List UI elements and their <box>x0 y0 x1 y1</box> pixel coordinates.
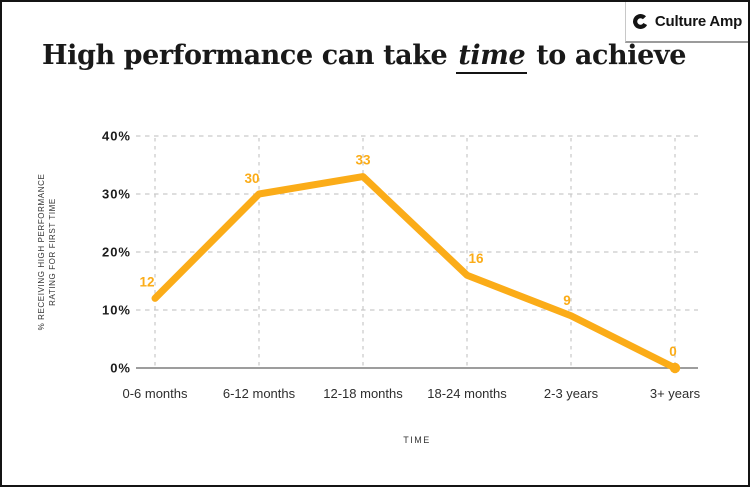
title-text-after: to achieve <box>527 40 686 71</box>
x-axis-title: TIME <box>403 435 431 445</box>
data-point-label: 16 <box>468 251 484 266</box>
y-tick-label: 30% <box>102 187 131 202</box>
title-emphasis-word: time <box>456 40 528 74</box>
data-point-label: 30 <box>244 171 259 186</box>
y-tick-label: 40% <box>102 129 131 144</box>
x-tick-label: 0-6 months <box>122 386 188 401</box>
x-tick-label: 3+ years <box>650 386 701 401</box>
data-point-label: 0 <box>669 344 677 359</box>
x-tick-label: 18-24 months <box>427 386 507 401</box>
x-tick-label: 2-3 years <box>544 386 599 401</box>
data-point-label: 33 <box>355 153 371 168</box>
end-point-dot <box>669 362 681 374</box>
culture-amp-logo: Culture Amp <box>625 2 748 43</box>
series-line <box>151 173 679 372</box>
page-title: High performance can take time to achiev… <box>42 40 686 74</box>
logo-label: Culture Amp <box>654 13 743 30</box>
y-tick-label: 10% <box>102 303 131 318</box>
x-tick-label: 6-12 months <box>223 386 296 401</box>
culture-amp-c-icon <box>632 13 649 30</box>
y-tick-label: 20% <box>102 245 131 260</box>
data-point-label: 12 <box>139 274 154 289</box>
title-text-before: High performance can take <box>42 40 457 71</box>
data-point-label: 9 <box>563 293 571 308</box>
y-tick-label: 0% <box>110 361 131 376</box>
x-tick-label: 12-18 months <box>323 386 403 401</box>
